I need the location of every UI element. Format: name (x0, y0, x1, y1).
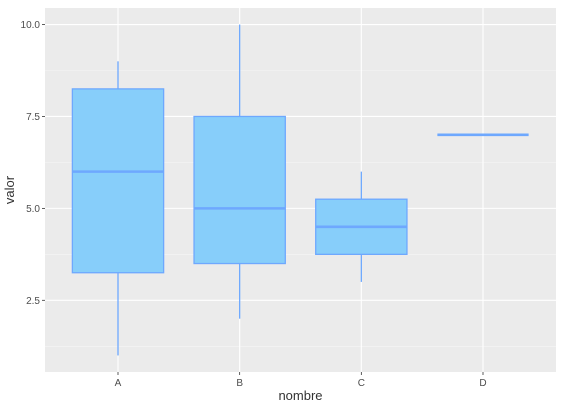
y-axis-title: valor (2, 175, 17, 204)
y-tick-label: 10.0 (21, 20, 41, 31)
x-tick-label: C (358, 378, 365, 389)
x-tick-label: D (479, 378, 486, 389)
y-tick-label: 5.0 (26, 204, 40, 215)
box-B (193, 24, 286, 319)
x-tick-label: B (236, 378, 243, 389)
x-axis-ticks: A B C D (115, 372, 487, 389)
y-tick-label: 2.5 (26, 296, 40, 307)
box-body (193, 115, 286, 265)
x-axis-title: nombre (278, 388, 322, 403)
box-body (71, 88, 165, 274)
box-A (71, 61, 165, 356)
y-tick-label: 7.5 (26, 112, 40, 123)
box-C (315, 171, 408, 282)
x-tick-label: A (115, 378, 122, 389)
y-axis-ticks: 2.5 5.0 7.5 10.0 (21, 20, 45, 307)
boxes-layer (71, 24, 529, 356)
